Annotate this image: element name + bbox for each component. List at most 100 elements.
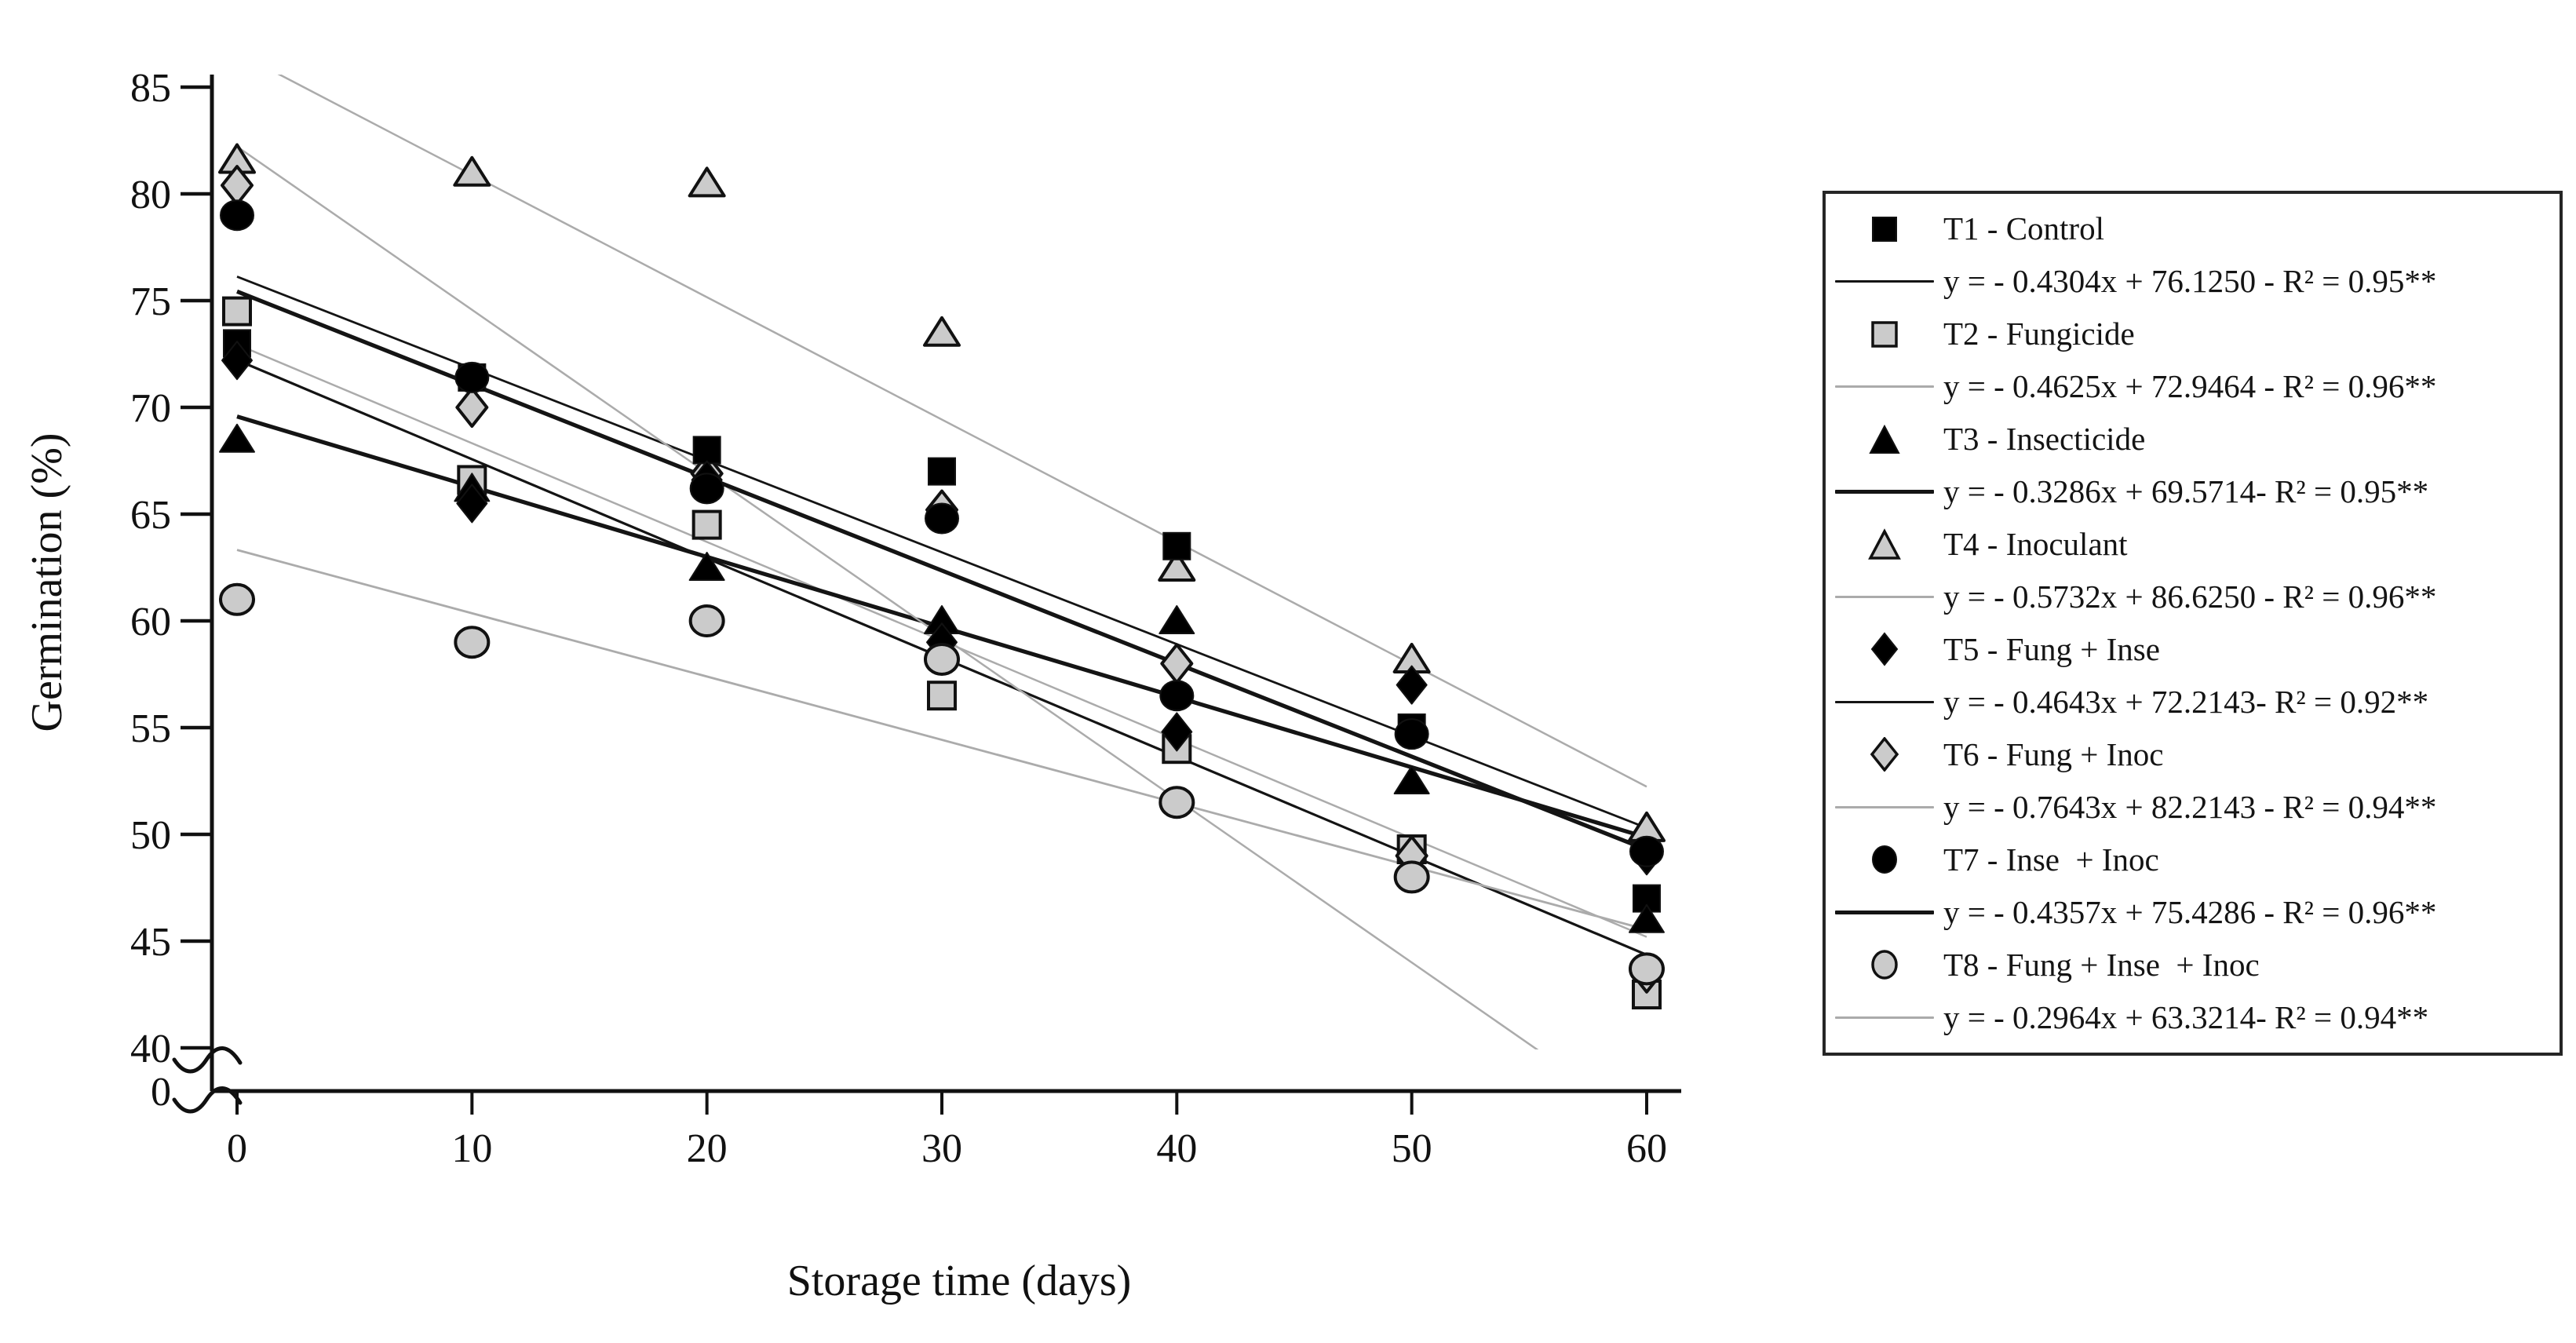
- legend-line-sample-T8: [1826, 1016, 1943, 1019]
- marker-T3-day0: [219, 423, 255, 453]
- legend-label-T5: T5 - Fung + Inse: [1943, 630, 2160, 667]
- x-tick-label: 60: [1626, 1126, 1667, 1171]
- legend-label-T3: T3 - Insecticide: [1943, 421, 2146, 458]
- regression-line-T7: [236, 289, 1647, 852]
- x-axis-label: Storage time (days): [787, 1257, 1132, 1305]
- legend-key-T8: [1826, 947, 1943, 982]
- y-tick-label: 45: [130, 920, 171, 965]
- y-tick-label: 65: [130, 493, 171, 538]
- line-sample-icon: [1835, 1016, 1934, 1019]
- marker-T8-day10: [454, 626, 491, 659]
- legend-equation-row-T7: y = - 0.4357x + 75.4286 - R² = 0.96**: [1826, 887, 2560, 937]
- legend-marker-circle-black-icon: [1872, 845, 1897, 874]
- line-sample-icon: [1835, 910, 1934, 914]
- legend-equation-T1: y = - 0.4304x + 76.1250 - R² = 0.95**: [1943, 263, 2437, 300]
- y-tick-label: 70: [130, 386, 171, 431]
- legend-item-T2: T2 - Fungicide: [1826, 309, 2560, 359]
- legend-label-T2: T2 - Fungicide: [1943, 316, 2135, 352]
- legend-equation-row-T1: y = - 0.4304x + 76.1250 - R² = 0.95**: [1826, 257, 2560, 307]
- legend-item-T4: T4 - Inoculant: [1826, 520, 2560, 570]
- marker-T4-day10: [453, 155, 491, 187]
- marker-T3-day60: [1628, 903, 1665, 933]
- marker-T8-day0: [219, 582, 255, 616]
- marker-T7-day60: [1629, 835, 1664, 867]
- marker-T2-day0: [222, 296, 252, 327]
- legend-equation-T7: y = - 0.4357x + 75.4286 - R² = 0.96**: [1943, 893, 2437, 930]
- y-axis-label: Germination (%): [23, 433, 71, 732]
- y-tick-label: 80: [130, 173, 171, 217]
- legend-marker-square-gray-icon: [1871, 321, 1898, 348]
- regression-line-T4: [277, 75, 1647, 788]
- legend-key-T2: [1826, 317, 1943, 352]
- marker-T3-day50: [1393, 765, 1430, 794]
- marker-T4-day40: [1158, 551, 1196, 582]
- legend-equation-row-T3: y = - 0.3286x + 69.5714- R² = 0.95**: [1826, 467, 2560, 517]
- legend-equation-T2: y = - 0.4625x + 72.9464 - R² = 0.96**: [1943, 368, 2437, 405]
- legend-marker-circle-gray-icon: [1871, 950, 1898, 980]
- legend-line-sample-T1: [1826, 280, 1943, 283]
- marker-T7-day40: [1159, 680, 1195, 712]
- legend-key-T6: [1826, 737, 1943, 772]
- line-sample-icon: [1835, 385, 1934, 389]
- legend-label-T4: T4 - Inoculant: [1943, 526, 2128, 563]
- legend-key-T4: [1826, 527, 1943, 562]
- legend-key-T1: [1826, 212, 1943, 246]
- legend-key-T3: [1826, 422, 1943, 457]
- legend-marker-diamond-black-icon: [1870, 632, 1899, 667]
- x-tick-label: 10: [451, 1126, 492, 1171]
- legend-line-sample-T6: [1826, 805, 1943, 808]
- legend-line-sample-T7: [1826, 910, 1943, 914]
- marker-T1-day20: [692, 436, 721, 465]
- legend-item-T3: T3 - Insecticide: [1826, 414, 2560, 465]
- legend-line-sample-T2: [1826, 385, 1943, 389]
- legend-label-T7: T7 - Inse + Inoc: [1943, 841, 2159, 878]
- y-tick-label: 50: [130, 813, 171, 858]
- legend-line-sample-T3: [1826, 490, 1943, 495]
- y-tick-label: 85: [130, 66, 171, 111]
- legend-box: T1 - Control y = - 0.4304x + 76.1250 - R²…: [1823, 191, 2563, 1056]
- marker-T8-day50: [1393, 860, 1430, 894]
- line-sample-icon: [1835, 596, 1934, 598]
- legend-key-T5: [1826, 632, 1943, 667]
- marker-T5-day40: [1161, 712, 1193, 752]
- axis-break-squiggle: [172, 1086, 243, 1114]
- legend-equation-row-T8: y = - 0.2964x + 63.3214- R² = 0.94**: [1826, 992, 2560, 1042]
- x-tick-label: 50: [1392, 1126, 1432, 1171]
- line-sample-icon: [1835, 280, 1934, 283]
- legend-equation-T8: y = - 0.2964x + 63.3214- R² = 0.94**: [1943, 998, 2429, 1035]
- legend-equation-row-T6: y = - 0.7643x + 82.2143 - R² = 0.94**: [1826, 782, 2560, 832]
- y-tick-label: 60: [130, 600, 171, 644]
- legend-label-T8: T8 - Fung + Inse + Inoc: [1943, 946, 2260, 983]
- marker-T7-day10: [454, 361, 490, 393]
- x-tick-label: 0: [227, 1126, 247, 1171]
- marker-T8-day40: [1158, 786, 1195, 819]
- marker-T4-day30: [922, 316, 961, 347]
- legend-item-T1: T1 - Control: [1826, 204, 2560, 254]
- axis-break-squiggle: [172, 1046, 243, 1074]
- line-sample-icon: [1835, 805, 1934, 808]
- legend-equation-T6: y = - 0.7643x + 82.2143 - R² = 0.94**: [1943, 788, 2437, 825]
- marker-T5-day50: [1396, 665, 1428, 705]
- line-sample-icon: [1835, 700, 1934, 703]
- marker-T2-day20: [691, 509, 722, 540]
- legend-label-T6: T6 - Fung + Inoc: [1943, 735, 2164, 772]
- x-tick-label: 30: [921, 1126, 962, 1171]
- marker-T7-day0: [220, 199, 254, 232]
- marker-T5-day10: [456, 484, 488, 524]
- y-tick-label: 40: [130, 1027, 171, 1071]
- marker-T8-day30: [923, 642, 960, 676]
- marker-T1-day40: [1162, 531, 1191, 560]
- marker-T7-day20: [689, 473, 724, 505]
- marker-T4-day20: [688, 166, 726, 198]
- legend-equation-row-T2: y = - 0.4625x + 72.9464 - R² = 0.96**: [1826, 362, 2560, 412]
- regression-lines: [236, 75, 1647, 1049]
- legend-item-T7: T7 - Inse + Inoc: [1826, 834, 2560, 885]
- legend-equation-T3: y = - 0.3286x + 69.5714- R² = 0.95**: [1943, 473, 2429, 510]
- marker-T8-day60: [1628, 952, 1665, 986]
- legend-equation-T5: y = - 0.4643x + 72.2143- R² = 0.92**: [1943, 683, 2429, 720]
- y-tick-label: 75: [130, 279, 171, 324]
- legend-equation-row-T5: y = - 0.4643x + 72.2143- R² = 0.92**: [1826, 677, 2560, 727]
- y-zero-label: 0: [151, 1070, 171, 1115]
